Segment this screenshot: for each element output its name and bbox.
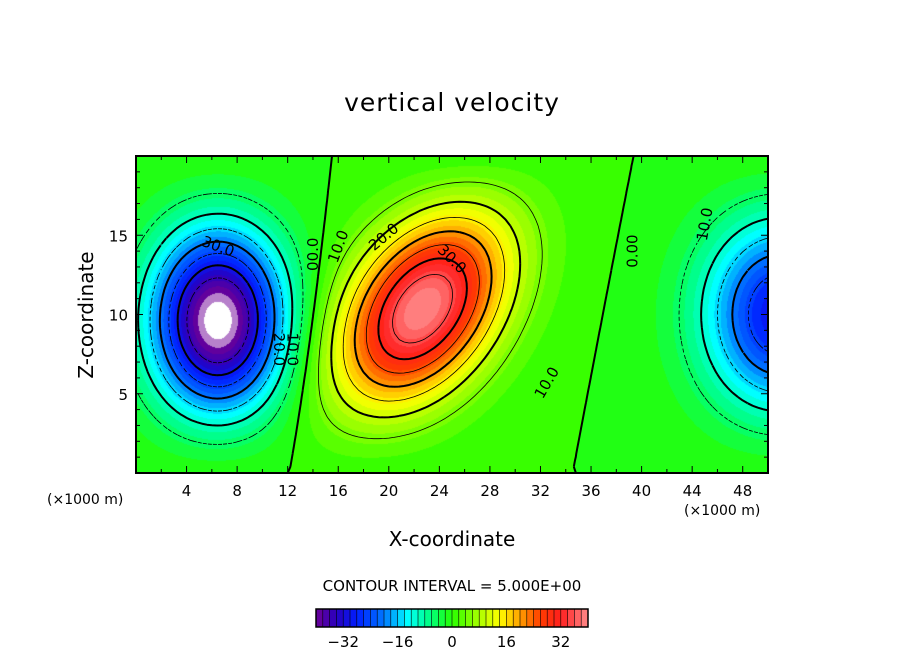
colorbar-frame bbox=[315, 608, 589, 628]
colorbar-swatch bbox=[424, 609, 432, 627]
colorbar-swatch bbox=[370, 609, 378, 627]
colorbar-swatch bbox=[526, 609, 534, 627]
contour-line--10 bbox=[137, 212, 769, 427]
colorbar-swatch bbox=[322, 609, 330, 627]
colorbar-swatch bbox=[445, 609, 453, 627]
colorbar-swatch bbox=[533, 609, 541, 627]
colorbar-swatch bbox=[397, 609, 405, 627]
colorbar-tick-label: −32 bbox=[327, 633, 359, 651]
colorbar-swatch bbox=[465, 609, 473, 627]
x-tick-label: 44 bbox=[683, 482, 702, 500]
colorbar-swatch bbox=[560, 609, 568, 627]
colorbar-swatch bbox=[404, 609, 412, 627]
y-tick-label: 10 bbox=[109, 307, 128, 325]
colorbar-swatch bbox=[567, 609, 575, 627]
colorbar-tick-label: 0 bbox=[447, 633, 457, 651]
x-tick-label: 48 bbox=[733, 482, 752, 500]
x-tick-label: 4 bbox=[182, 482, 192, 500]
x-tick-label: 8 bbox=[232, 482, 242, 500]
colorbar-swatch bbox=[343, 609, 351, 627]
x-unit-label: (×1000 m) bbox=[684, 503, 761, 519]
colorbar-swatch bbox=[486, 609, 494, 627]
x-tick-label: 24 bbox=[430, 482, 449, 500]
y-tick-label: 15 bbox=[109, 227, 128, 245]
x-tick-label: 28 bbox=[480, 482, 499, 500]
colorbar-tick-label: 16 bbox=[497, 633, 516, 651]
x-tick-label: 36 bbox=[581, 482, 600, 500]
y-unit-label: (×1000 m) bbox=[47, 492, 124, 508]
colorbar-swatch bbox=[574, 609, 582, 627]
colorbar-swatch bbox=[350, 609, 358, 627]
x-tick-label: 16 bbox=[329, 482, 348, 500]
colorbar-swatch bbox=[492, 609, 500, 627]
contour-line-15 bbox=[342, 217, 506, 402]
colorbar-swatch bbox=[384, 609, 392, 627]
colorbar-swatch bbox=[329, 609, 337, 627]
contour-line-5 bbox=[318, 181, 543, 440]
chart-title: vertical velocity bbox=[344, 88, 560, 117]
contour-label: 20.0 bbox=[270, 333, 288, 366]
contour-line--25 bbox=[168, 253, 769, 388]
contour-line-35 bbox=[392, 274, 453, 344]
contour-interval-label: CONTOUR INTERVAL = 5.000E+00 bbox=[322, 577, 582, 595]
contour-line-20 bbox=[353, 230, 493, 388]
y-tick-label: 5 bbox=[118, 386, 128, 404]
colorbar-swatch bbox=[513, 609, 521, 627]
contour-label: 10.0 bbox=[693, 206, 717, 242]
colorbar-swatch bbox=[499, 609, 507, 627]
colorbar-tick-label: −16 bbox=[382, 633, 414, 651]
contour-line--30 bbox=[176, 264, 259, 377]
colorbar-swatch bbox=[581, 609, 589, 627]
colorbar-swatch bbox=[418, 609, 426, 627]
colorbar-swatch bbox=[506, 609, 514, 627]
plot-frame bbox=[135, 155, 769, 474]
colorbar-swatch bbox=[520, 609, 528, 627]
colorbar-swatch bbox=[554, 609, 562, 627]
colorbar-swatch bbox=[336, 609, 344, 627]
colorbar-swatch bbox=[363, 609, 371, 627]
contour-line--5 bbox=[135, 193, 769, 445]
colorbar-swatch bbox=[411, 609, 419, 627]
colorbar-swatch bbox=[458, 609, 466, 627]
colorbar-tick-label: 32 bbox=[551, 633, 570, 651]
colorbar-swatch bbox=[540, 609, 548, 627]
contour-label: 0.00 bbox=[624, 234, 642, 267]
contour-line-25 bbox=[365, 244, 480, 374]
colorbar-swatch bbox=[390, 609, 398, 627]
colorbar-swatch bbox=[479, 609, 487, 627]
contour-line--20 bbox=[158, 240, 769, 400]
contour-label: 10.0 bbox=[284, 333, 302, 366]
colorbar-swatch bbox=[377, 609, 385, 627]
colorbar-swatch bbox=[431, 609, 439, 627]
x-tick-label: 12 bbox=[278, 482, 297, 500]
colorbar-swatch bbox=[452, 609, 460, 627]
contour-line-10 bbox=[330, 200, 522, 419]
colorbar-swatch bbox=[316, 609, 324, 627]
colorbar-swatch bbox=[547, 609, 555, 627]
x-tick-label: 32 bbox=[531, 482, 550, 500]
colorbar-swatch bbox=[472, 609, 480, 627]
contour-line--35 bbox=[186, 277, 250, 364]
contour-label: 10.0 bbox=[324, 228, 352, 266]
colorbar-swatch bbox=[438, 609, 446, 627]
contour-line-0 bbox=[136, 155, 768, 474]
x-tick-label: 40 bbox=[632, 482, 651, 500]
colorbar-swatch bbox=[356, 609, 364, 627]
contour-label: 10.0 bbox=[531, 364, 563, 402]
x-tick-label: 20 bbox=[379, 482, 398, 500]
x-axis-label: X-coordinate bbox=[388, 527, 516, 551]
contour-line--15 bbox=[149, 228, 769, 412]
y-axis-label: Z-coordinate bbox=[74, 251, 98, 379]
contour-label: 30.0 bbox=[434, 241, 470, 277]
contour-label: 00.0 bbox=[304, 238, 322, 271]
contour-line-30 bbox=[377, 257, 468, 361]
